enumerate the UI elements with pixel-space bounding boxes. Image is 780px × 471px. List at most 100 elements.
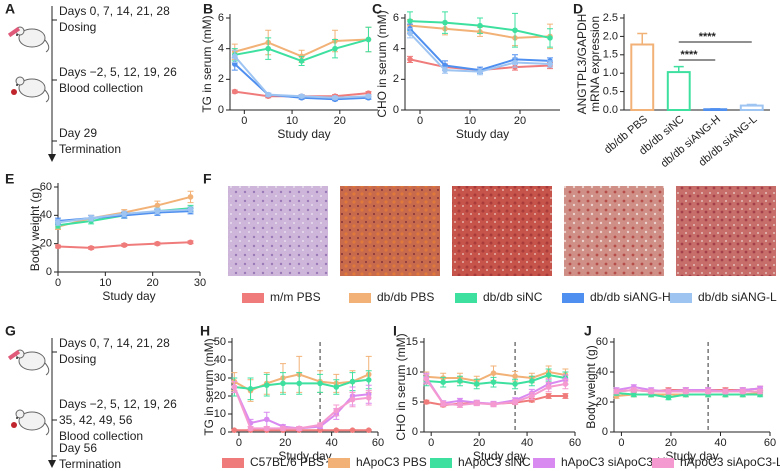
y-tick-label: 15 — [406, 336, 418, 348]
panel-letter: H — [200, 323, 210, 339]
y-tick-label: 2 — [218, 73, 224, 85]
y-tick-label: 60 — [40, 181, 52, 193]
y-tick-label: 0.5 — [603, 86, 618, 98]
timeline-text: Day 29 — [59, 126, 97, 140]
x-tick-label: 20 — [147, 277, 159, 289]
histology-image — [452, 186, 552, 276]
x-axis-label: Study day — [102, 289, 155, 303]
legend-label: hApoC3 siNC — [458, 455, 531, 469]
data-point — [545, 372, 552, 378]
bar — [666, 71, 691, 111]
data-point — [333, 384, 340, 390]
data-point — [631, 387, 637, 393]
y-tick-label: 20 — [40, 238, 52, 250]
timeline-arrow — [48, 154, 56, 162]
data-point — [457, 402, 463, 408]
x-axis-label: Study day — [277, 127, 330, 141]
data-point — [490, 379, 497, 386]
data-point — [547, 35, 553, 41]
panel-letter: J — [584, 323, 592, 339]
data-point — [231, 53, 238, 60]
data-point — [529, 378, 535, 384]
timeline-text: Dosing — [59, 20, 96, 34]
data-point — [665, 394, 672, 401]
data-point — [512, 27, 518, 34]
x-axis-label: Study day — [665, 449, 718, 463]
data-point — [231, 427, 238, 434]
x-tick-label: 20 — [473, 437, 485, 449]
y-tick-label: 30 — [214, 372, 226, 384]
x-tick-label: 20 — [279, 437, 291, 449]
legend-label: hApoC3 PBS — [356, 455, 427, 469]
error-bar — [637, 32, 648, 45]
data-point — [333, 427, 340, 434]
legend-swatch — [328, 458, 350, 468]
data-point — [490, 401, 497, 408]
error-bar — [673, 65, 684, 73]
y-tick-label: 0 — [46, 266, 52, 278]
panel-letter: G — [5, 323, 16, 339]
mouse-icon — [15, 349, 50, 376]
y-tick-label: 0 — [218, 104, 224, 116]
y-tick-label: 0 — [220, 426, 226, 438]
timeline-text: Day 56 — [59, 441, 97, 455]
y-tick-label: 20 — [214, 390, 226, 402]
x-tick-label: 40 — [521, 437, 533, 449]
y-axis-label: CHO in serum (mM) — [394, 333, 408, 440]
x-axis-label: Study day — [473, 449, 526, 463]
data-point — [442, 19, 448, 26]
y-tick-label: 50 — [214, 336, 226, 348]
y-axis-label: TG in serum (mM) — [200, 15, 214, 112]
data-point — [457, 378, 463, 384]
data-point — [473, 381, 480, 387]
y-axis-label: Body weight (g) — [584, 345, 598, 428]
data-point — [562, 393, 569, 399]
x-tick-label: 10 — [464, 115, 476, 127]
bar — [630, 43, 655, 111]
data-point — [665, 388, 672, 395]
data-point — [365, 93, 372, 99]
data-point — [247, 425, 254, 432]
blood-drop-icon — [11, 422, 17, 428]
data-point — [440, 401, 446, 407]
data-point — [280, 425, 286, 432]
x-tick-label: 60 — [372, 437, 384, 449]
syringe-icon — [7, 349, 21, 361]
y-tick-label: 10 — [214, 408, 226, 420]
y-tick-label: 0 — [412, 426, 418, 438]
y-tick-label: 40 — [214, 354, 226, 366]
y-tick-label: 4 — [218, 43, 224, 55]
panel-letter: A — [5, 1, 15, 17]
data-point — [512, 373, 518, 380]
y-axis-label: TG in serum (mM) — [202, 338, 216, 435]
timeline-text: Days −2, 5, 12, 19, 26 — [59, 397, 177, 411]
legend-label: m/m PBS — [270, 290, 321, 304]
x-tick-label: 0 — [241, 115, 247, 127]
data-point — [231, 88, 238, 95]
data-point — [154, 240, 161, 247]
data-point — [247, 386, 254, 392]
data-point — [187, 206, 194, 213]
y-tick-label: 40 — [596, 366, 608, 378]
data-point — [349, 427, 356, 434]
legend-swatch — [562, 293, 584, 303]
legend-label: hApoC3 siApoC3-H — [561, 455, 666, 469]
data-point — [407, 18, 413, 24]
data-point — [332, 94, 338, 101]
y-tick-label: 0 — [602, 426, 608, 438]
y-axis-label: Body weight (g) — [28, 188, 42, 271]
y-axis-label: ANGTPL3/GAPDH — [575, 14, 589, 115]
data-point — [317, 422, 323, 428]
timeline-text: Days 0, 7, 14, 21, 28 — [59, 336, 170, 350]
timeline-text: Days 0, 7, 14, 21, 28 — [59, 4, 170, 18]
mouse-icon — [15, 26, 50, 53]
legend-swatch — [242, 293, 264, 303]
data-point — [263, 382, 270, 389]
y-tick-label: 0.0 — [603, 104, 618, 116]
data-point — [333, 407, 340, 414]
error-bar — [746, 103, 757, 106]
legend-swatch — [349, 293, 371, 303]
x-tick-label: 20 — [665, 437, 677, 449]
legend-swatch — [670, 293, 692, 303]
x-tick-label: 40 — [714, 437, 726, 449]
